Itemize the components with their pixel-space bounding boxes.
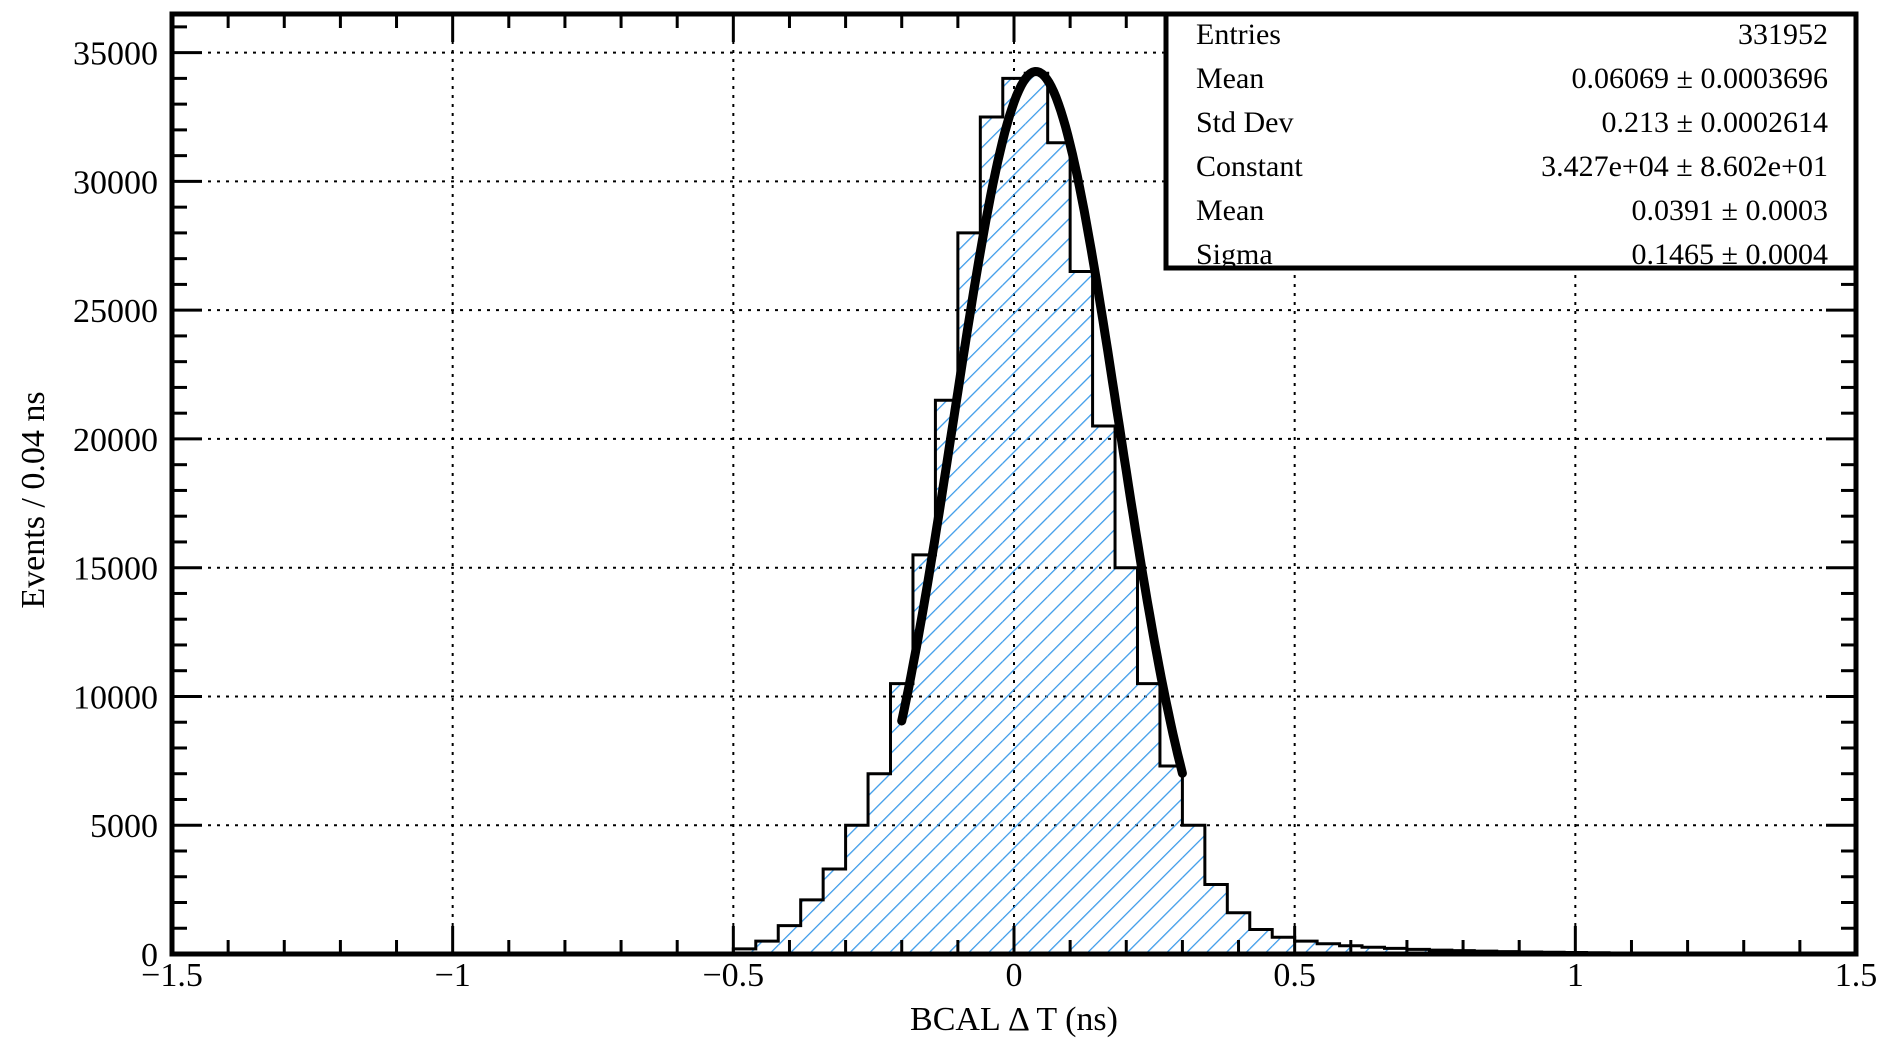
- histogram-bar: [1362, 947, 1385, 954]
- stats-label: Mean: [1196, 194, 1264, 227]
- grid: [172, 14, 1856, 954]
- histogram-bar: [935, 400, 958, 954]
- histogram-bar: [823, 869, 846, 954]
- y-axis-title: Events / 0.04 ns: [15, 391, 52, 608]
- x-tick-label: 0: [1006, 957, 1023, 994]
- stats-value: 0.1465 ± 0.0004: [1632, 238, 1828, 271]
- histogram-bar: [1182, 825, 1205, 954]
- stats-label: Constant: [1196, 150, 1303, 183]
- histogram-bar: [1092, 426, 1116, 954]
- y-tick-label: 15000: [73, 551, 158, 588]
- histogram-bar: [868, 773, 891, 954]
- y-tick-label: 30000: [73, 164, 158, 201]
- histogram-bar: [957, 232, 981, 954]
- fit-curve: [897, 67, 1187, 778]
- stats-label: Entries: [1196, 18, 1281, 51]
- histogram-bar: [1204, 884, 1228, 954]
- x-tick-label: 1.5: [1835, 957, 1878, 994]
- x-tick-label: −0.5: [702, 957, 764, 994]
- histogram-bar: [1159, 766, 1183, 954]
- histogram-bar: [1047, 142, 1071, 954]
- x-tick-label: −1: [435, 957, 471, 994]
- stats-value: 0.0391 ± 0.0003: [1632, 194, 1828, 227]
- histogram-bar: [1272, 937, 1295, 954]
- histogram-bar: [778, 925, 801, 954]
- histogram-bar: [845, 825, 869, 954]
- histogram-bar: [1384, 948, 1407, 954]
- stats-value: 3.427e+04 ± 8.602e+01: [1541, 150, 1828, 183]
- stats-box-frame: [1163, 11, 1859, 271]
- histogram-bar: [755, 941, 779, 954]
- histogram-bar: [733, 948, 756, 954]
- stats-label: Std Dev: [1196, 106, 1294, 139]
- stats-label: Mean: [1196, 62, 1264, 95]
- histogram-bar: [1317, 943, 1340, 954]
- histogram-bar: [980, 117, 1003, 954]
- axis-ticks: [170, 14, 1858, 956]
- histogram-bar: [1249, 929, 1273, 954]
- histogram-bar: [800, 899, 824, 954]
- stats-rows: Entries 331952 Mean 0.06069 ± 0.0003696 Std …: [1196, 18, 1828, 271]
- histogram-bar: [1137, 683, 1160, 954]
- histogram-bar: [890, 683, 913, 954]
- y-tick-label: 35000: [73, 36, 158, 73]
- y-tick-label: 20000: [73, 422, 158, 459]
- y-tick-label: 10000: [73, 679, 158, 716]
- stats-value: 331952: [1738, 18, 1828, 51]
- histogram-bar: [1002, 78, 1026, 954]
- x-tick-label: 1: [1567, 957, 1584, 994]
- x-axis-title: BCAL Δ T (ns): [910, 1001, 1118, 1038]
- histogram-bar: [1115, 567, 1138, 954]
- stats-value: 0.06069 ± 0.0003696: [1572, 62, 1828, 95]
- histogram-bar: [1025, 73, 1048, 954]
- stats-value: 0.213 ± 0.0002614: [1602, 106, 1828, 139]
- y-tick-label: 0: [141, 937, 158, 974]
- histogram-outline: [731, 71, 1633, 954]
- histogram-bar: [1294, 941, 1318, 954]
- y-tick-labels: 0 5000 10000 15000 20000 25000 30000 35000: [73, 36, 158, 974]
- y-tick-label: 5000: [90, 808, 158, 845]
- x-tick-label: −1.5: [141, 957, 203, 994]
- histogram-bar: [1070, 271, 1093, 954]
- gaussian-fit: [897, 67, 1187, 778]
- x-tick-label: 0.5: [1273, 957, 1316, 994]
- stats-label: Sigma: [1196, 238, 1273, 271]
- histogram-bars: [731, 71, 1633, 954]
- histogram-bar: [1227, 912, 1250, 954]
- y-tick-label: 25000: [73, 293, 158, 330]
- stats-box: Entries 331952 Mean 0.06069 ± 0.0003696 Std …: [1163, 11, 1859, 271]
- x-tick-labels: −1.5 −1 −0.5 0 0.5 1 1.5: [141, 957, 1877, 994]
